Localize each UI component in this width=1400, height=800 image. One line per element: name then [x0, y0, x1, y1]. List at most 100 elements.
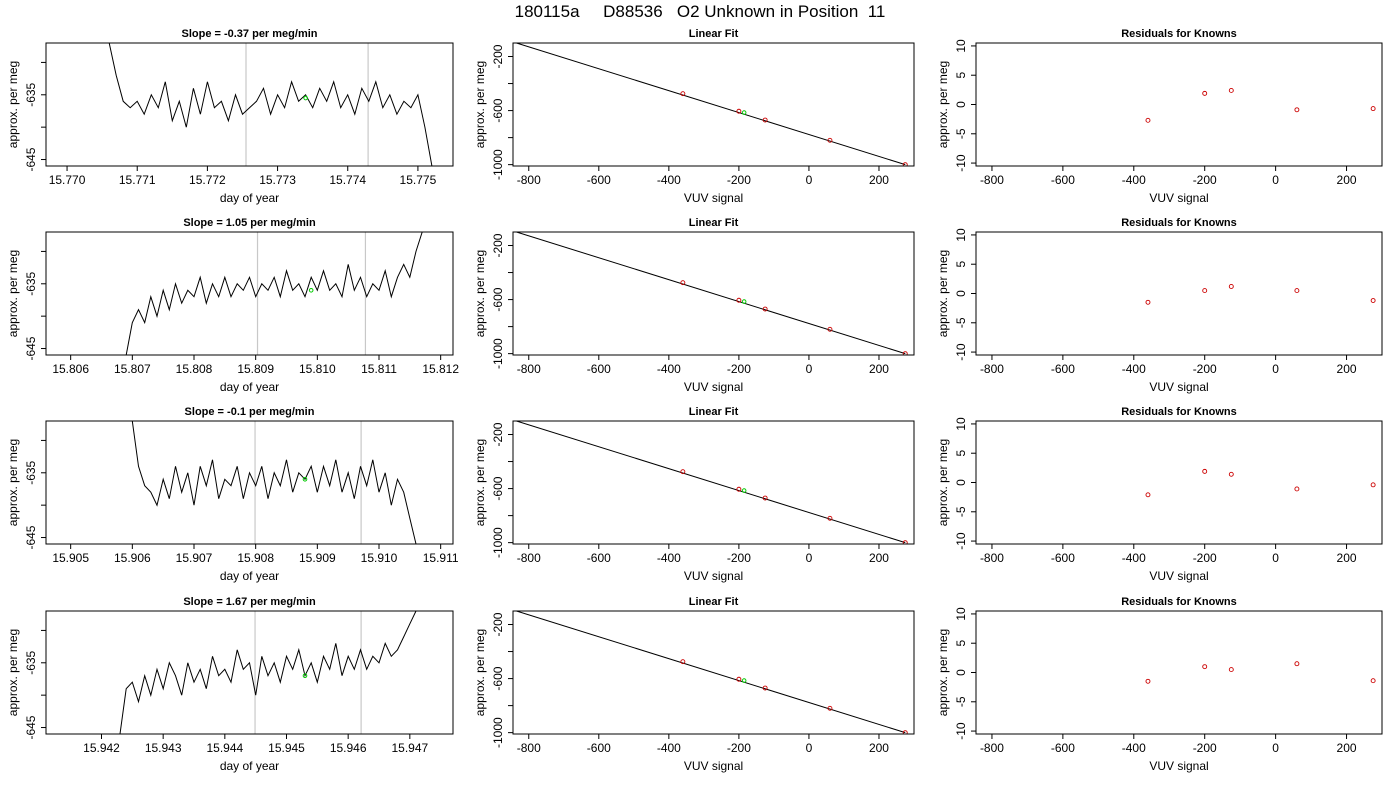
- data-point: [1294, 661, 1300, 667]
- fit-line: [516, 43, 906, 166]
- y-axis-label: approx. per meg: [936, 250, 950, 337]
- x-axis-label: VUV signal: [1149, 380, 1208, 394]
- x-tick-label: 0: [806, 362, 813, 376]
- plot-area: [119, 611, 417, 734]
- time-series-panel-1: Slope = -0.37 per meg/min day of year appr…: [6, 28, 454, 205]
- x-tick-label: 15.772: [189, 173, 226, 187]
- data-point: [827, 515, 833, 521]
- plot-area: [516, 232, 908, 355]
- x-tick-label: -200: [1193, 551, 1217, 565]
- y-axis-label: approx. per meg: [473, 250, 487, 337]
- data-point: [762, 306, 768, 312]
- y-axis-label: approx. per meg: [6, 629, 20, 716]
- x-tick-label: 200: [869, 741, 889, 755]
- y-tick-label: 5: [954, 72, 968, 79]
- plot-frame: [975, 42, 1383, 167]
- data-point: [762, 685, 768, 691]
- mean-marker: [302, 476, 308, 482]
- plot-area: [516, 43, 908, 166]
- chart-title: Slope = 1.05 per meg/min: [183, 217, 316, 229]
- data-point: [680, 280, 686, 286]
- x-tick-label: 15.807: [114, 362, 151, 376]
- data-point: [902, 730, 908, 734]
- x-tick-label: 15.770: [49, 173, 86, 187]
- x-tick-label: -400: [657, 551, 681, 565]
- data-point: [680, 91, 686, 97]
- x-tick-label: -400: [1122, 173, 1146, 187]
- data-series-line: [108, 43, 433, 166]
- x-tick-label: 15.943: [145, 741, 182, 755]
- y-tick-label: 0: [954, 101, 968, 108]
- x-axis-label: VUV signal: [684, 191, 743, 205]
- data-point: [1228, 87, 1234, 93]
- y-tick-label: -10: [954, 532, 968, 550]
- x-tick-label: 200: [1337, 741, 1357, 755]
- y-tick-label: 0: [954, 290, 968, 297]
- x-axis-label: VUV signal: [684, 380, 743, 394]
- data-series-line: [131, 421, 417, 544]
- y-tick-label: -645: [24, 715, 38, 739]
- plot-area: [516, 421, 908, 544]
- x-tick-label: -600: [1051, 551, 1075, 565]
- x-tick-label: -800: [980, 551, 1004, 565]
- y-tick-label: -635: [24, 271, 38, 295]
- data-point: [1228, 667, 1234, 673]
- x-tick-label: -200: [727, 551, 751, 565]
- time-series-panel-3: Slope = -0.1 per meg/min day of year appro…: [6, 406, 459, 583]
- x-tick-label: 15.812: [422, 362, 459, 376]
- data-point: [1294, 288, 1300, 294]
- data-point: [1202, 288, 1208, 294]
- data-point: [1202, 90, 1208, 96]
- x-tick-label: -600: [1051, 362, 1075, 376]
- plot-frame: [45, 231, 454, 356]
- unknown-marker: [741, 488, 747, 493]
- x-tick-label: -400: [657, 741, 681, 755]
- data-point: [1228, 471, 1234, 477]
- x-tick-label: 200: [1337, 551, 1357, 565]
- y-tick-label: 5: [954, 450, 968, 457]
- x-axis-label: day of year: [220, 380, 279, 394]
- x-tick-label: 15.773: [259, 173, 296, 187]
- data-point: [827, 137, 833, 143]
- data-point: [736, 108, 742, 114]
- data-point: [1145, 117, 1151, 123]
- y-axis-label: approx. per meg: [936, 629, 950, 716]
- data-point: [762, 495, 768, 501]
- unknown-marker: [741, 678, 747, 683]
- y-tick-label: 0: [954, 479, 968, 486]
- chart-title: Residuals for Knowns: [1121, 28, 1237, 40]
- x-tick-label: 15.907: [176, 551, 213, 565]
- mean-marker: [303, 95, 308, 101]
- plot-area: [1145, 284, 1376, 305]
- mean-marker: [308, 287, 314, 293]
- y-tick-label: -200: [491, 233, 505, 257]
- x-tick-label: -800: [980, 173, 1004, 187]
- data-point: [1145, 299, 1151, 305]
- y-tick-label: -645: [24, 147, 38, 171]
- x-tick-label: 200: [1337, 173, 1357, 187]
- data-point: [1370, 482, 1376, 488]
- fit-line: [516, 421, 906, 544]
- x-tick-label: 15.910: [361, 551, 398, 565]
- x-tick-label: -800: [517, 741, 541, 755]
- page-title: 180115a D88536 O2 Unknown in Position 11: [514, 2, 886, 21]
- plot-frame: [512, 610, 915, 735]
- x-tick-label: -600: [587, 741, 611, 755]
- x-tick-label: 15.909: [299, 551, 336, 565]
- data-point: [902, 162, 908, 166]
- x-tick-label: -600: [587, 173, 611, 187]
- x-axis-label: VUV signal: [1149, 569, 1208, 583]
- data-point: [1228, 284, 1234, 289]
- x-tick-label: -800: [517, 173, 541, 187]
- data-point: [1202, 664, 1208, 670]
- y-axis-label: approx. per meg: [6, 61, 20, 148]
- data-point: [902, 540, 908, 544]
- data-point: [736, 676, 742, 682]
- x-tick-label: -200: [727, 741, 751, 755]
- x-tick-label: -400: [1122, 741, 1146, 755]
- chart-title: Residuals for Knowns: [1121, 406, 1237, 418]
- residuals-panel-2: Residuals for Knowns VUV signal approx. pe…: [936, 217, 1383, 394]
- x-tick-label: 15.811: [361, 362, 397, 376]
